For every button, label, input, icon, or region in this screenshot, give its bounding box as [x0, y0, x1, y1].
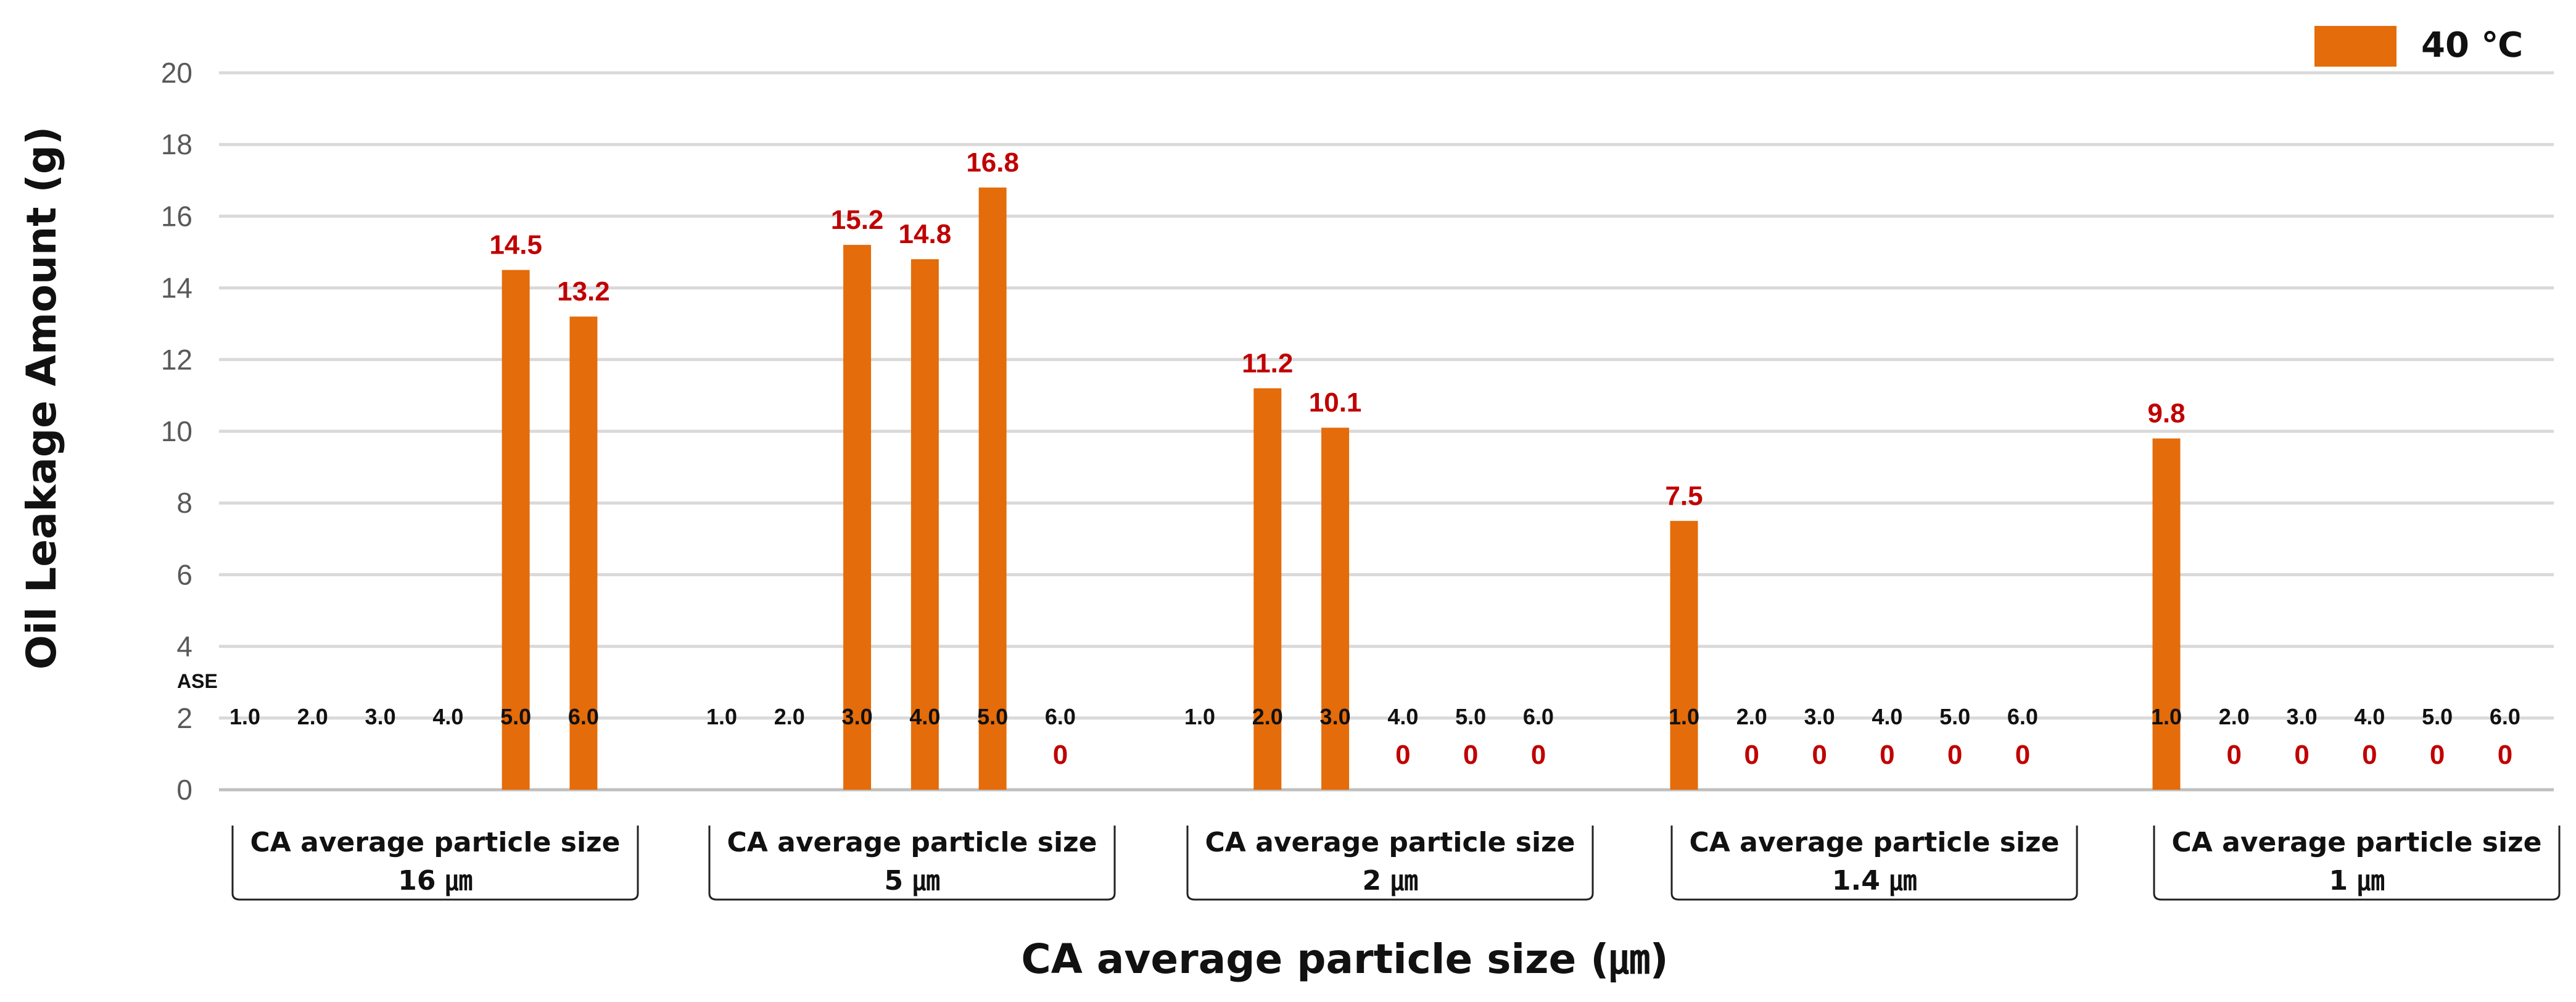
x-axis-title: CA average particle size (㎛)	[1021, 935, 1668, 983]
x-subcategory-label: 5.0	[500, 704, 531, 729]
data-label: 11.2	[1242, 348, 1293, 378]
x-subcategory-label: 1.0	[2151, 704, 2182, 729]
bar	[502, 270, 530, 790]
legend-swatch	[2314, 26, 2396, 67]
x-subcategory-label: 5.0	[1455, 704, 1486, 729]
bar	[978, 187, 1007, 790]
data-label-zero: 0	[2227, 740, 2242, 770]
x-subcategory-label: 6.0	[1523, 704, 1554, 729]
data-label-zero: 0	[2430, 740, 2445, 770]
bar	[2152, 438, 2181, 790]
y-tick-label: 20	[161, 57, 192, 89]
group-bracket	[231, 826, 639, 901]
group-caption: CA average particle size	[1205, 827, 1575, 858]
x-subcategory-label: 6.0	[1045, 704, 1076, 729]
x-subcategory-label: 3.0	[842, 704, 873, 729]
y-tick-label: 8	[176, 487, 192, 519]
x-subcategory-label: 3.0	[1320, 704, 1351, 729]
bar	[843, 244, 872, 790]
group-label: 1 ㎛	[2329, 865, 2385, 896]
group-label: 5 ㎛	[885, 865, 940, 896]
bar	[1321, 428, 1350, 790]
x-subcategory-label: 1.0	[706, 704, 737, 729]
x-subcategory-label: 5.0	[2422, 704, 2453, 729]
x-subcategory-label: 2.0	[297, 704, 328, 729]
x-subcategory-label: 2.0	[1736, 704, 1767, 729]
data-label-zero: 0	[2015, 740, 2030, 770]
x-subcategory-label: 1.0	[1669, 704, 1699, 729]
data-label: 14.5	[489, 230, 542, 260]
group-label: 16 ㎛	[398, 865, 473, 896]
y-tick-label: 14	[161, 272, 192, 304]
data-label: 15.2	[831, 205, 884, 235]
x-subcategory-label: 2.0	[2219, 704, 2250, 729]
data-label: 16.8	[966, 147, 1019, 178]
y-tick-label: 4	[176, 631, 192, 663]
x-subcategory-label: 4.0	[432, 704, 463, 729]
data-label-zero: 0	[1463, 740, 1478, 770]
data-label-zero: 0	[1053, 740, 1068, 770]
group-label: 2 ㎛	[1363, 865, 1418, 896]
y-axis-title: Oil Leakage Amount (g)	[18, 126, 65, 669]
bar	[569, 317, 598, 790]
y-tick-label: 12	[161, 344, 192, 376]
gridlines	[219, 71, 2554, 792]
x-subcategory-label: 4.0	[909, 704, 940, 729]
x-subcategory-label: 4.0	[2354, 704, 2385, 729]
bar	[1253, 388, 1282, 790]
data-label-zero: 0	[1880, 740, 1894, 770]
bar	[1670, 521, 1698, 790]
data-label-zero: 0	[1531, 740, 1546, 770]
data-label-zero: 0	[1744, 740, 1759, 770]
x-subcategory-label: 4.0	[1387, 704, 1418, 729]
x-subcategory-label: 2.0	[774, 704, 805, 729]
data-label-zero: 0	[1947, 740, 1962, 770]
x-subcategory-label: 6.0	[2490, 704, 2520, 729]
y-tick-label: 16	[161, 200, 192, 232]
data-label-zero: 0	[2498, 740, 2512, 770]
x-subcategory-label: 4.0	[1872, 704, 1902, 729]
group-bracket	[1186, 826, 1594, 901]
data-label: 10.1	[1309, 387, 1362, 418]
bar	[910, 259, 939, 790]
group-caption: CA average particle size	[250, 827, 621, 858]
x-subcategory-label: 3.0	[365, 704, 396, 729]
data-label: 13.2	[557, 276, 610, 307]
y-tick-label: 6	[176, 558, 192, 590]
y-tick-label: 18	[161, 128, 192, 160]
x-subcategory-label: 5.0	[977, 704, 1008, 729]
x-subcategory-label: 6.0	[2007, 704, 2038, 729]
group-caption: CA average particle size	[727, 827, 1097, 858]
x-subcategory-label: 5.0	[1939, 704, 1970, 729]
y-tick-label: 2	[176, 702, 192, 734]
group-bracket	[2153, 826, 2561, 901]
x-subcategory-label: 3.0	[2287, 704, 2318, 729]
bar-series: 14.5 13.2 15.2 14.8 16.8 0 11.2 10.1 0 0 0 7.5 0 0 0 0 0…	[489, 147, 2512, 790]
subcategory-caption: ASE	[177, 670, 218, 692]
x-subcategory-label: 2.0	[1252, 704, 1283, 729]
x-subcategory-label: 3.0	[1804, 704, 1835, 729]
data-label-zero: 0	[2362, 740, 2377, 770]
group-caption: CA average particle size	[1690, 827, 2060, 858]
data-label: 9.8	[2147, 399, 2185, 429]
group-caption: CA average particle size	[2172, 827, 2542, 858]
x-axis-categories: 1.0 2.0 3.0 4.0 5.0 6.0 CA average particle si…	[177, 670, 2561, 901]
data-label-zero: 0	[1812, 740, 1827, 770]
data-label: 7.5	[1665, 481, 1703, 511]
legend-label: 40 ℃	[2421, 25, 2523, 65]
y-tick-label: 0	[176, 774, 192, 806]
x-subcategory-label: 6.0	[568, 704, 599, 729]
group-bracket	[708, 826, 1116, 901]
x-subcategory-label: 1.0	[229, 704, 260, 729]
data-label-zero: 0	[2294, 740, 2309, 770]
data-label: 14.8	[899, 219, 952, 249]
group-bracket	[1670, 826, 2078, 901]
legend: 40 ℃	[2314, 25, 2523, 67]
y-tick-label: 10	[161, 415, 192, 447]
y-axis-ticks: 0 2 4 6 8 10 12 14 16 18 20	[161, 57, 192, 806]
data-label-zero: 0	[1395, 740, 1410, 770]
group-label: 1.4 ㎛	[1832, 865, 1917, 896]
x-subcategory-label: 1.0	[1184, 704, 1215, 729]
